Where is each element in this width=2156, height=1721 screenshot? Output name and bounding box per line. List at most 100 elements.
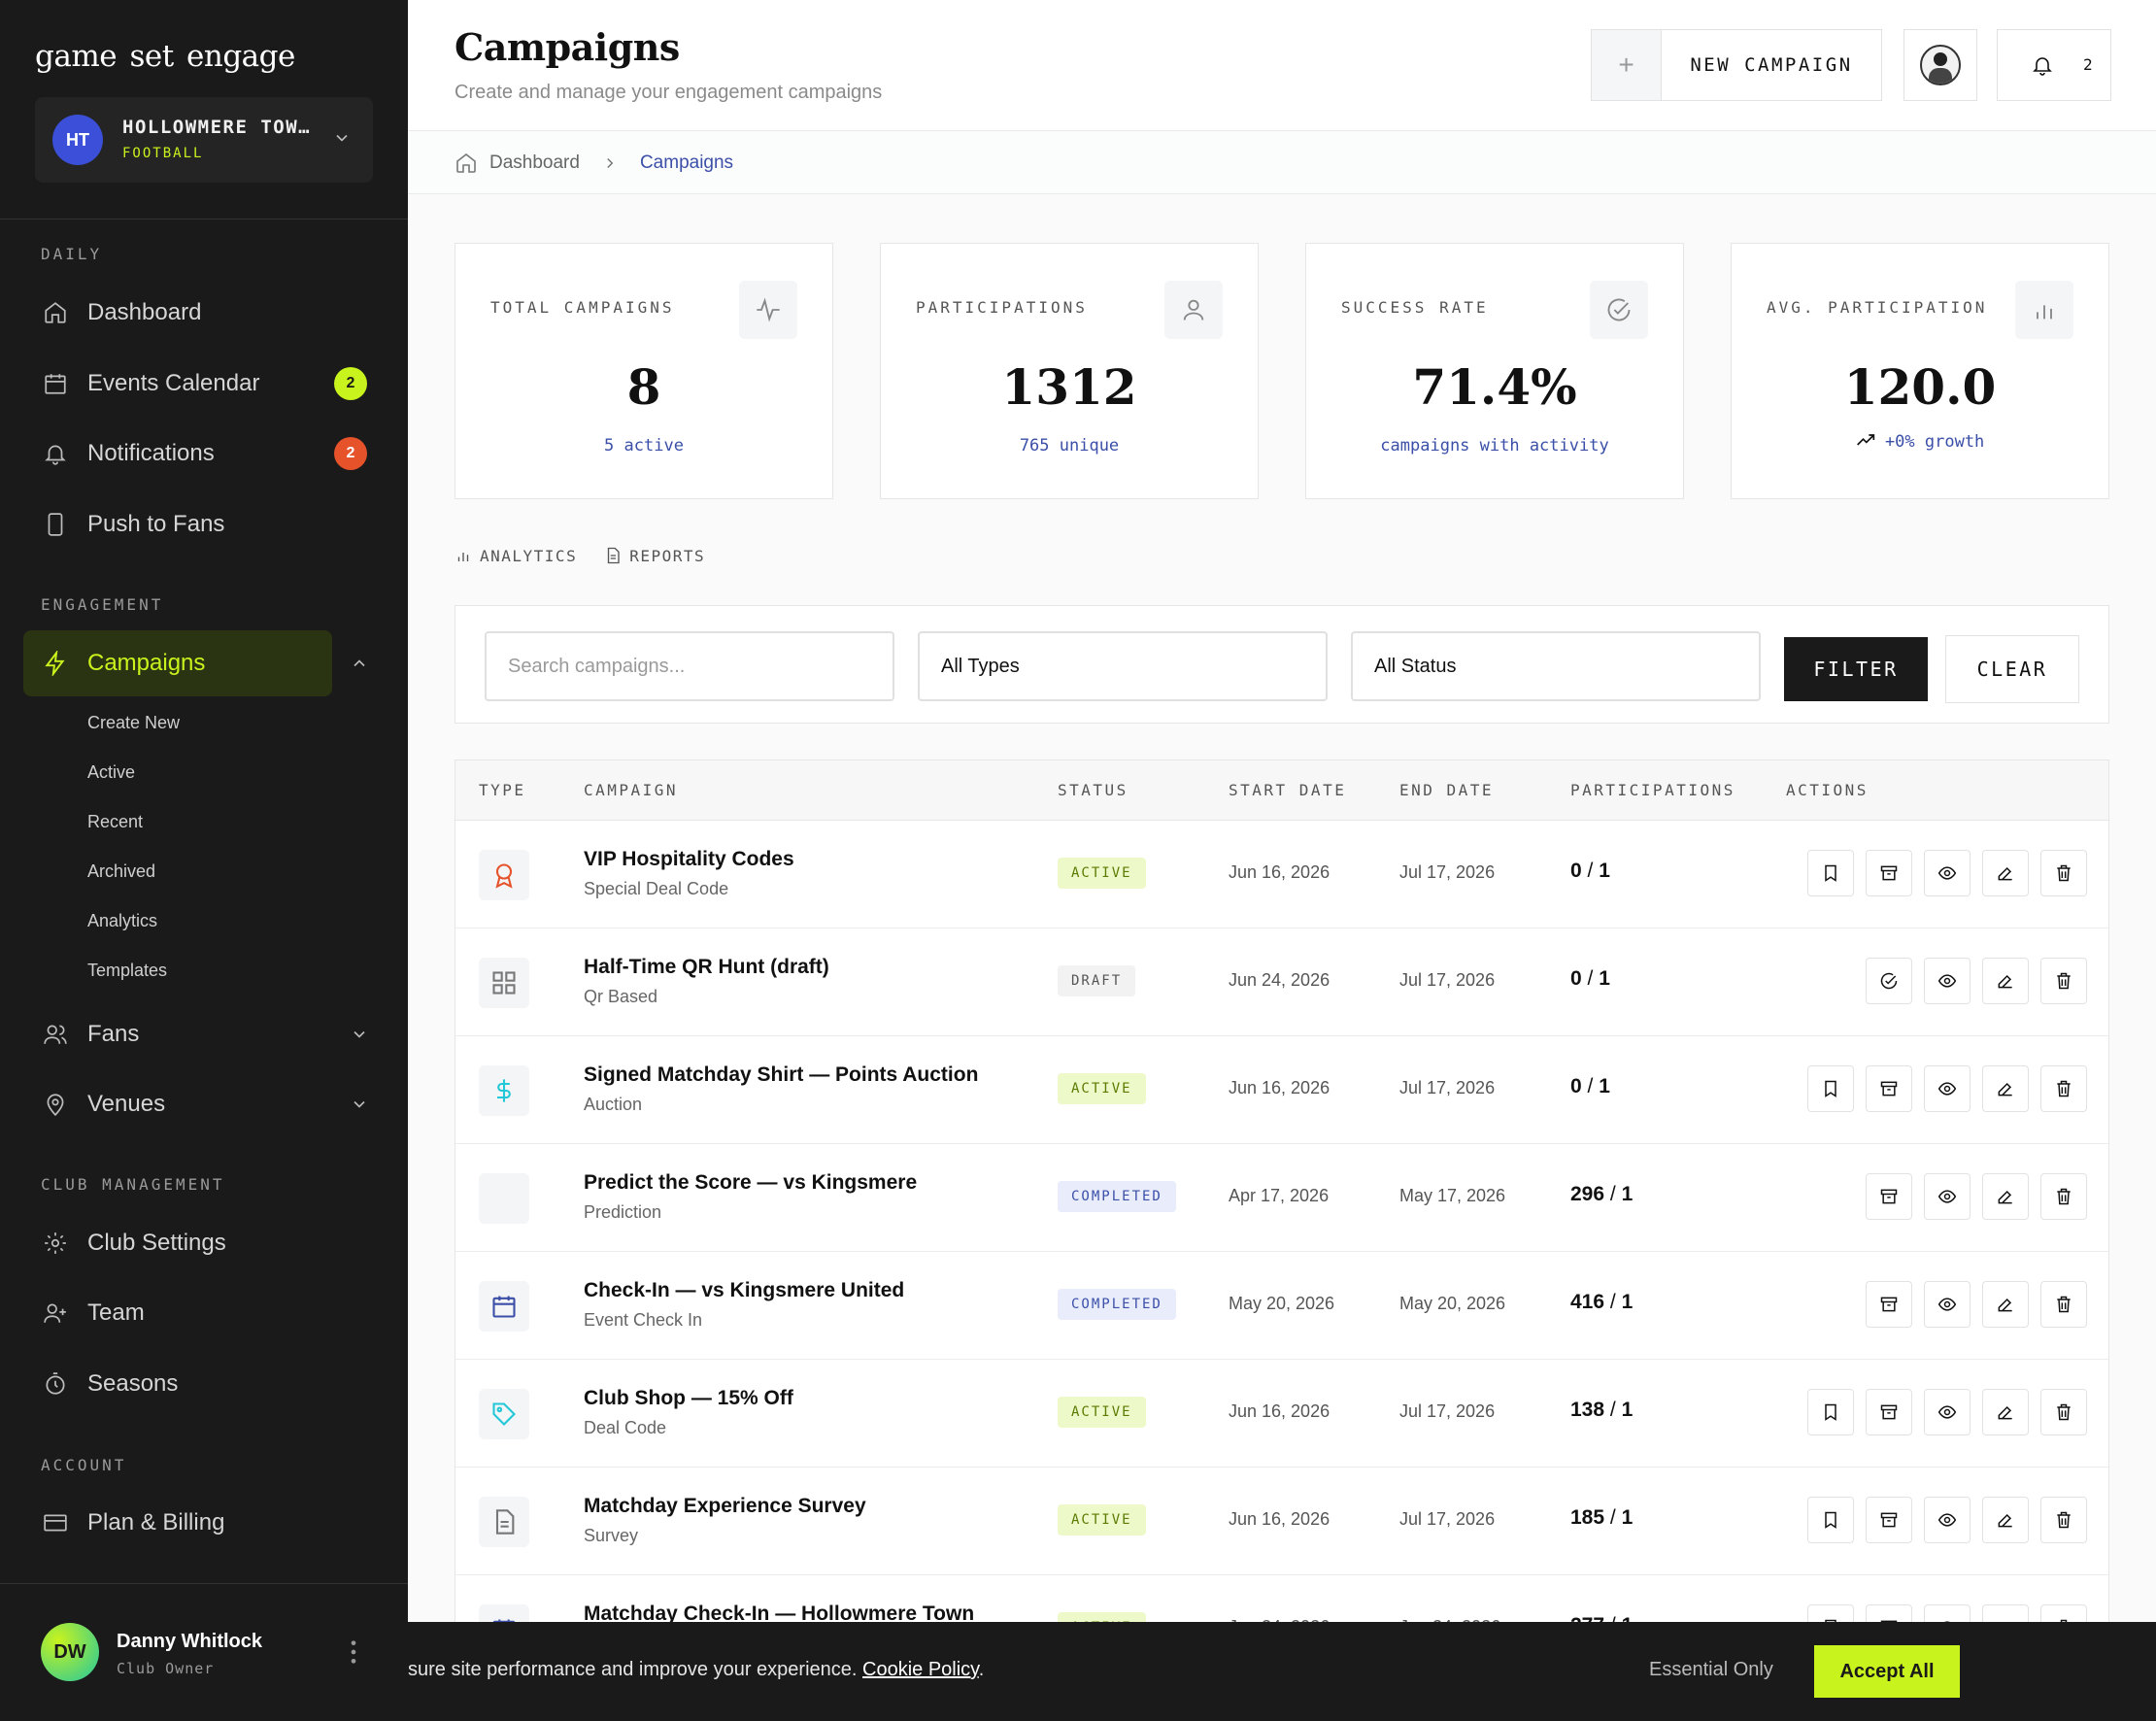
app-logo[interactable]: game set engage bbox=[35, 39, 299, 74]
cookie-policy-link[interactable]: Cookie Policy bbox=[862, 1659, 979, 1680]
trash-icon[interactable] bbox=[2040, 1173, 2087, 1220]
end-date: Jul 17, 2026 bbox=[1399, 970, 1496, 990]
campaign-name[interactable]: Matchday Check-In — Hollowmere Town bbox=[584, 1603, 975, 1625]
type-select[interactable]: All Types bbox=[918, 631, 1328, 701]
col-end-date[interactable]: END DATE bbox=[1399, 781, 1495, 799]
sidebar-subitem-create-new[interactable]: Create New bbox=[87, 713, 181, 732]
sidebar-item-plan-billing[interactable]: Plan & Billing bbox=[23, 1490, 332, 1556]
table-row[interactable]: Predict the Score — vs Kingsmere Predict… bbox=[455, 1144, 2108, 1252]
sidebar-item-fans[interactable]: Fans bbox=[23, 1001, 332, 1067]
home-icon[interactable] bbox=[455, 152, 478, 175]
table-row[interactable]: Check-In — vs Kingsmere United Event Che… bbox=[455, 1252, 2108, 1360]
archive-icon[interactable] bbox=[1866, 1497, 1912, 1543]
eye-icon[interactable] bbox=[1924, 1389, 1971, 1435]
campaign-name[interactable]: Half-Time QR Hunt (draft) bbox=[584, 956, 829, 978]
chevron-down-icon[interactable] bbox=[350, 1095, 369, 1114]
logo-word-set: set bbox=[129, 39, 174, 74]
sidebar-item-seasons[interactable]: Seasons bbox=[23, 1351, 332, 1417]
sidebar-subitem-templates[interactable]: Templates bbox=[87, 961, 168, 980]
essential-only-button[interactable]: Essential Only bbox=[1649, 1659, 1773, 1680]
archive-icon[interactable] bbox=[1866, 1281, 1912, 1328]
table-row[interactable]: Half-Time QR Hunt (draft) Qr Based DRAFT… bbox=[455, 928, 2108, 1036]
filter-button[interactable]: FILTER bbox=[1784, 637, 1928, 701]
sidebar-item-push-to-fans[interactable]: Push to Fans bbox=[23, 491, 332, 557]
col-campaign[interactable]: CAMPAIGN bbox=[584, 781, 679, 799]
eye-icon[interactable] bbox=[1924, 1065, 1971, 1112]
sidebar-subitem-active[interactable]: Active bbox=[87, 762, 136, 782]
chevron-up-icon[interactable] bbox=[350, 654, 369, 673]
trash-icon[interactable] bbox=[2040, 1389, 2087, 1435]
campaign-name[interactable]: Matchday Experience Survey bbox=[584, 1495, 866, 1517]
sidebar-item-notifications[interactable]: Notifications bbox=[23, 421, 332, 487]
archive-icon[interactable] bbox=[1866, 1173, 1912, 1220]
check-circle-icon[interactable] bbox=[1866, 958, 1912, 1004]
eye-icon[interactable] bbox=[1924, 1173, 1971, 1220]
bookmark-icon[interactable] bbox=[1807, 1065, 1854, 1112]
col-status[interactable]: STATUS bbox=[1058, 781, 1129, 799]
edit-icon[interactable] bbox=[1982, 1173, 2029, 1220]
row-actions bbox=[1807, 850, 2087, 896]
col-participations[interactable]: PARTICIPATIONS bbox=[1570, 781, 1735, 799]
sidebar-item-venues[interactable]: Venues bbox=[23, 1071, 332, 1137]
trash-icon[interactable] bbox=[2040, 850, 2087, 896]
user-profile[interactable]: DW Danny Whitlock Club Owner bbox=[0, 1583, 408, 1721]
edit-icon[interactable] bbox=[1982, 1281, 2029, 1328]
eye-icon[interactable] bbox=[1924, 1281, 1971, 1328]
campaign-type: Special Deal Code bbox=[584, 879, 729, 898]
notifications-button[interactable]: 2 bbox=[1997, 29, 2111, 101]
col-type[interactable]: TYPE bbox=[479, 781, 526, 799]
participation-max: 1 bbox=[1599, 967, 1610, 990]
profile-button[interactable] bbox=[1903, 29, 1977, 101]
sidebar-item-campaigns[interactable]: Campaigns bbox=[23, 630, 332, 696]
accept-all-button[interactable]: Accept All bbox=[1814, 1645, 1960, 1698]
archive-icon[interactable] bbox=[1866, 850, 1912, 896]
search-input[interactable]: Search campaigns... bbox=[485, 631, 894, 701]
campaign-name[interactable]: Club Shop — 15% Off bbox=[584, 1387, 793, 1409]
campaign-name[interactable]: Signed Matchday Shirt — Points Auction bbox=[584, 1063, 979, 1086]
sidebar-item-dashboard[interactable]: Dashboard bbox=[23, 280, 332, 346]
more-vertical-icon[interactable] bbox=[348, 1638, 359, 1666]
eye-icon[interactable] bbox=[1924, 958, 1971, 1004]
bookmark-icon[interactable] bbox=[1807, 1389, 1854, 1435]
campaign-name[interactable]: VIP Hospitality Codes bbox=[584, 848, 794, 870]
bookmark-icon[interactable] bbox=[1807, 1497, 1854, 1543]
club-switcher[interactable]: HT HOLLOWMERE TOWN… FOOTBALL bbox=[35, 97, 373, 183]
table-row[interactable]: Signed Matchday Shirt — Points Auction A… bbox=[455, 1036, 2108, 1144]
eye-icon[interactable] bbox=[1924, 1497, 1971, 1543]
status-select[interactable]: All Status bbox=[1351, 631, 1761, 701]
sidebar-subitem-archived[interactable]: Archived bbox=[87, 861, 156, 881]
archive-icon[interactable] bbox=[1866, 1389, 1912, 1435]
new-campaign-button[interactable]: + NEW CAMPAIGN bbox=[1591, 29, 1882, 101]
clear-button[interactable]: CLEAR bbox=[1945, 635, 2079, 703]
edit-icon[interactable] bbox=[1982, 1389, 2029, 1435]
sidebar-subitem-recent[interactable]: Recent bbox=[87, 812, 144, 831]
tab-reports[interactable]: REPORTS bbox=[604, 546, 705, 565]
users-icon bbox=[41, 1020, 70, 1049]
trash-icon[interactable] bbox=[2040, 958, 2087, 1004]
table-row[interactable]: Club Shop — 15% Off Deal Code ACTIVE Jun… bbox=[455, 1360, 2108, 1468]
sidebar-item-team[interactable]: Team bbox=[23, 1280, 332, 1346]
edit-icon[interactable] bbox=[1982, 850, 2029, 896]
chevron-down-icon[interactable] bbox=[350, 1025, 369, 1044]
breadcrumb-dashboard[interactable]: Dashboard bbox=[489, 152, 580, 173]
archive-icon[interactable] bbox=[1866, 1065, 1912, 1112]
trash-icon[interactable] bbox=[2040, 1281, 2087, 1328]
sidebar-item-club-settings[interactable]: Club Settings bbox=[23, 1210, 332, 1276]
participation-count: 185 bbox=[1570, 1506, 1605, 1529]
edit-icon[interactable] bbox=[1982, 1065, 2029, 1112]
eye-icon[interactable] bbox=[1924, 850, 1971, 896]
bookmark-icon[interactable] bbox=[1807, 850, 1854, 896]
table-row[interactable]: Matchday Experience Survey Survey ACTIVE… bbox=[455, 1468, 2108, 1575]
row-actions bbox=[1866, 1173, 2087, 1220]
campaign-name[interactable]: Predict the Score — vs Kingsmere bbox=[584, 1171, 918, 1194]
sidebar-item-events-calendar[interactable]: Events Calendar bbox=[23, 351, 332, 417]
table-row[interactable]: VIP Hospitality Codes Special Deal Code … bbox=[455, 821, 2108, 928]
trash-icon[interactable] bbox=[2040, 1497, 2087, 1543]
edit-icon[interactable] bbox=[1982, 958, 2029, 1004]
tab-analytics[interactable]: ANALYTICS bbox=[455, 546, 577, 565]
trash-icon[interactable] bbox=[2040, 1065, 2087, 1112]
edit-icon[interactable] bbox=[1982, 1497, 2029, 1543]
col-start-date[interactable]: START DATE bbox=[1229, 781, 1347, 799]
sidebar-subitem-analytics[interactable]: Analytics bbox=[87, 911, 158, 930]
campaign-name[interactable]: Check-In — vs Kingsmere United bbox=[584, 1279, 905, 1301]
